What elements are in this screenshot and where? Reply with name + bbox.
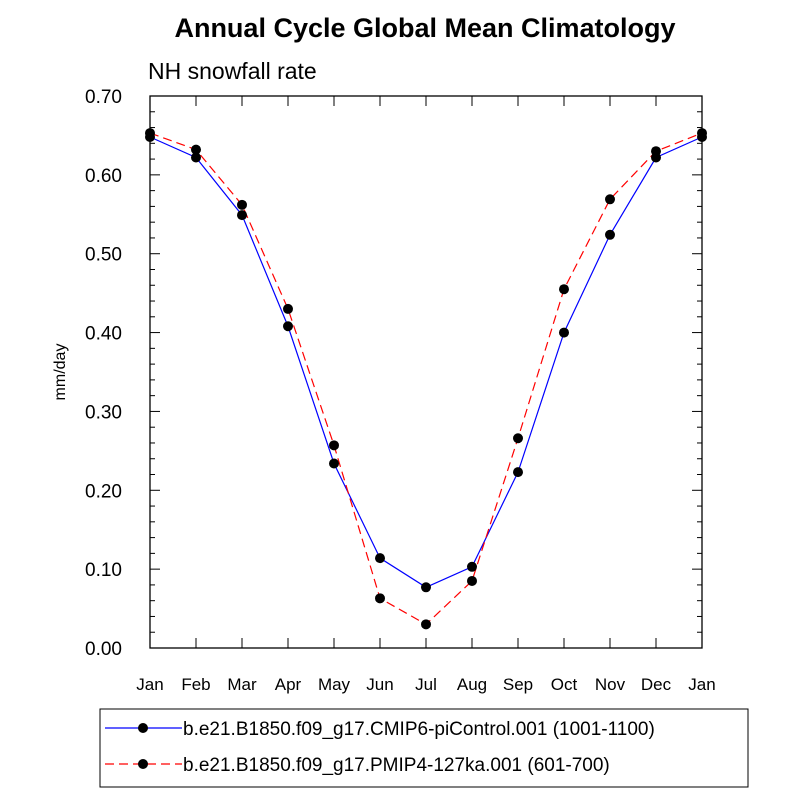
series-2-point bbox=[559, 284, 569, 295]
y-tick-label: 0.60 bbox=[85, 166, 122, 187]
x-tick-label: Dec bbox=[641, 675, 672, 694]
series-2-point bbox=[421, 619, 431, 630]
series-2-point bbox=[605, 194, 615, 205]
series-1-point bbox=[467, 561, 477, 572]
x-tick-label: May bbox=[318, 675, 351, 694]
axes: 0.00 0.10 0.20 0.30 0.40 0.50 0.60 0.70 Jan Feb Ma… bbox=[85, 87, 716, 694]
series-2-point bbox=[145, 128, 155, 139]
series-2-point bbox=[237, 199, 247, 210]
series-1-point bbox=[283, 321, 293, 332]
series-2-point bbox=[375, 593, 385, 604]
x-tick-label: Oct bbox=[551, 675, 578, 694]
x-tick-label: Nov bbox=[595, 675, 626, 694]
x-tick-label: Feb bbox=[181, 675, 210, 694]
legend: b.e21.B1850.f09_g17.CMIP6-piControl.001 … bbox=[99, 708, 749, 788]
series-2-point bbox=[329, 440, 339, 451]
series-1-point bbox=[513, 467, 523, 478]
legend-label-1: b.e21.B1850.f09_g17.CMIP6-piControl.001 … bbox=[183, 719, 655, 740]
series-2-point bbox=[513, 433, 523, 444]
series-1-point bbox=[237, 210, 247, 221]
series-1-point bbox=[559, 327, 569, 338]
legend-box bbox=[99, 708, 749, 788]
legend-marker-2 bbox=[138, 759, 148, 769]
x-tick-label: Mar bbox=[227, 675, 257, 694]
y-tick-label: 0.00 bbox=[85, 639, 122, 660]
x-tick-label: Jun bbox=[366, 675, 393, 694]
y-tick-label: 0.40 bbox=[85, 324, 122, 345]
y-tick-label: 0.50 bbox=[85, 245, 122, 266]
series-1-point bbox=[375, 553, 385, 564]
series-1-point bbox=[329, 458, 339, 469]
series-2-point bbox=[697, 128, 707, 139]
series-layer bbox=[145, 128, 707, 630]
series-line-1 bbox=[149, 136, 703, 588]
x-tick-label: Jan bbox=[688, 675, 715, 694]
x-tick-label: Jul bbox=[415, 675, 437, 694]
chart-subtitle: NH snowfall rate bbox=[148, 58, 317, 84]
y-tick-label: 0.20 bbox=[85, 481, 122, 502]
x-tick-label: Jan bbox=[136, 675, 163, 694]
plot-frame bbox=[149, 95, 703, 649]
series-2-point bbox=[191, 144, 201, 155]
series-2-point bbox=[283, 303, 293, 314]
y-tick-label: 0.30 bbox=[85, 402, 122, 423]
y-axis-label: mm/day bbox=[52, 344, 69, 401]
x-tick-label: Aug bbox=[457, 675, 487, 694]
legend-marker-1 bbox=[138, 723, 148, 733]
series-1-point bbox=[191, 152, 201, 163]
y-tick-label: 0.70 bbox=[85, 87, 122, 108]
series-line-2 bbox=[149, 132, 703, 626]
x-tick-label: Apr bbox=[275, 675, 302, 694]
x-tick-label: Sep bbox=[503, 675, 533, 694]
chart-title: Annual Cycle Global Mean Climatology bbox=[174, 13, 675, 43]
series-1-point bbox=[605, 229, 615, 240]
series-1-point bbox=[421, 582, 431, 593]
y-tick-label: 0.10 bbox=[85, 560, 122, 581]
series-2-point bbox=[467, 575, 477, 586]
legend-label-2: b.e21.B1850.f09_g17.PMIP4-127ka.001 (601… bbox=[183, 755, 610, 776]
series-2-point bbox=[651, 146, 661, 157]
